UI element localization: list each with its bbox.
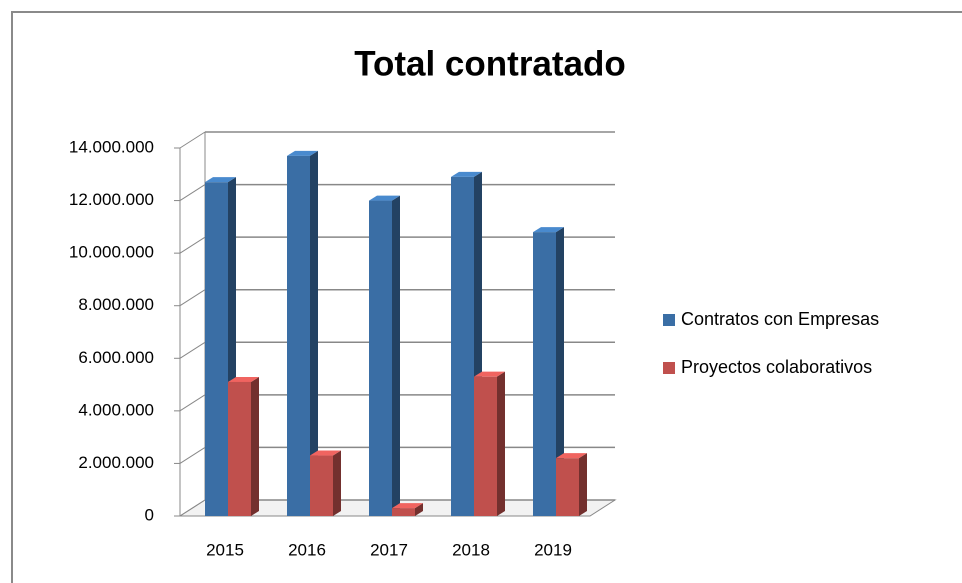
grid-diagonal <box>179 394 206 412</box>
grid-diagonal <box>179 236 206 254</box>
y-tick-label: 2.000.000 <box>78 453 154 472</box>
x-tick-label: 2015 <box>206 540 244 559</box>
bar-top <box>310 450 341 456</box>
legend-swatch <box>663 314 675 326</box>
grid-diagonal <box>179 184 206 201</box>
x-tick-label: 2018 <box>452 540 490 559</box>
bar-side <box>392 195 400 517</box>
chart-title: Total contratado <box>354 44 626 83</box>
y-tick-label: 8.000.000 <box>78 295 154 314</box>
legend-label: Contratos con Empresas <box>681 309 879 329</box>
bar <box>474 376 497 516</box>
bar-top <box>228 376 259 382</box>
grid-diagonal <box>179 499 206 517</box>
bar-top <box>474 371 505 377</box>
bar <box>310 455 333 516</box>
bar-top <box>556 453 587 459</box>
bar-side <box>497 371 505 516</box>
y-tick-label: 10.000.000 <box>69 243 154 262</box>
bar <box>392 508 415 516</box>
y-tick-label: 14.000.000 <box>69 137 154 156</box>
bar <box>369 200 392 517</box>
bar-side <box>556 227 564 516</box>
legend-label: Proyectos colaborativos <box>681 357 872 377</box>
bar <box>287 155 310 516</box>
x-tick-label: 2019 <box>534 540 572 559</box>
bar-top <box>205 177 236 183</box>
grid-diagonal <box>179 131 206 149</box>
bar-top <box>451 171 482 177</box>
bar <box>451 176 474 516</box>
legend-swatch <box>663 362 675 374</box>
y-tick-label: 6.000.000 <box>78 348 154 367</box>
bar <box>228 381 251 516</box>
bar-top <box>287 150 318 156</box>
bar <box>533 232 556 516</box>
grid-diagonal <box>179 341 206 359</box>
bar-side <box>251 376 259 516</box>
bar-side <box>579 453 587 516</box>
x-tick-label: 2016 <box>288 540 326 559</box>
grid-diagonal <box>179 289 206 307</box>
y-tick-label: 0 <box>145 505 154 524</box>
bar-top <box>369 195 400 201</box>
grid-diagonal <box>179 447 206 464</box>
y-tick-label: 12.000.000 <box>69 190 154 209</box>
bar <box>205 182 228 516</box>
bar-top <box>533 227 564 233</box>
bar-side <box>333 450 341 516</box>
y-tick-label: 4.000.000 <box>78 400 154 419</box>
bar-top <box>392 503 423 509</box>
bar <box>556 458 579 516</box>
x-tick-label: 2017 <box>370 540 408 559</box>
bar-side <box>415 503 423 516</box>
bar-side <box>310 150 318 516</box>
